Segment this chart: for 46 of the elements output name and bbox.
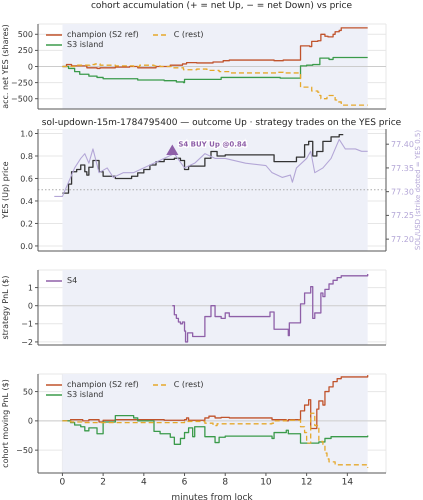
y2-tick-label: 77.20 (391, 234, 414, 244)
chart-title: cohort accumulation (+ = net Up, − = net Down) vs price (90, 0, 353, 12)
y2-tick-label: 77.30 (391, 188, 414, 196)
y-tick-label: 250 (18, 46, 33, 56)
y-tick-label: 0.6 (20, 174, 33, 184)
x-tick-label: 2 (100, 477, 106, 488)
y-axis-title: cohort moving PnL ($) (1, 379, 10, 468)
chart-title: sol-updown-15m-1784795400 — outcome Up · strategy trades on the YES price (40, 117, 402, 129)
y-tick-label: 0.2 (20, 219, 33, 228)
x-tick-label: 12 (300, 477, 312, 488)
y-axis-title: YES (Up) price (1, 161, 10, 220)
legend-label: C (rest) (174, 30, 204, 39)
x-tick-label: 10 (260, 477, 272, 488)
y-tick-label: 50 (22, 387, 33, 396)
y-tick-label: −500 (11, 94, 33, 104)
y-tick-label: 0.8 (20, 152, 33, 161)
y2-tick-label: 77.35 (391, 164, 414, 173)
y-tick-label: 0 (28, 302, 33, 311)
y-tick-label: 0.4 (20, 196, 33, 206)
y-tick-label: −50 (16, 446, 33, 455)
y-tick-label: 0.0 (20, 242, 33, 251)
x-tick-label: 8 (222, 477, 228, 488)
legend-label: S3 island (67, 390, 104, 399)
x-tick-label: 0 (60, 477, 66, 488)
x-tick-label: 14 (342, 477, 354, 488)
y-tick-label: 1 (28, 283, 33, 292)
y-tick-label: 0 (28, 62, 33, 72)
legend-label: C (rest) (174, 380, 204, 389)
legend-label: champion (S2 ref) (67, 30, 139, 39)
y2-tick-label: 77.25 (391, 211, 414, 220)
line-series (54, 138, 368, 197)
y-axis-title: acc. net YES (shares) (1, 24, 10, 109)
x-tick-label: 6 (182, 477, 188, 488)
x-tick-label: 4 (140, 477, 147, 488)
y-axis-title: strategy PnL ($) (1, 276, 10, 340)
legend-label: S3 island (67, 40, 104, 49)
legend-label: champion (S2 ref) (67, 380, 139, 389)
y-tick-label: −2 (21, 338, 33, 347)
y-tick-label: 0 (28, 416, 33, 426)
y-tick-label: 1.0 (20, 129, 33, 138)
y-tick-label: 500 (18, 30, 33, 40)
y-tick-label: −1 (21, 320, 33, 329)
legend-label: S4 (67, 276, 78, 285)
y2-tick-label: 77.40 (391, 140, 414, 150)
x-axis-title: minutes from lock (171, 493, 254, 500)
y-tick-label: −250 (11, 78, 33, 88)
